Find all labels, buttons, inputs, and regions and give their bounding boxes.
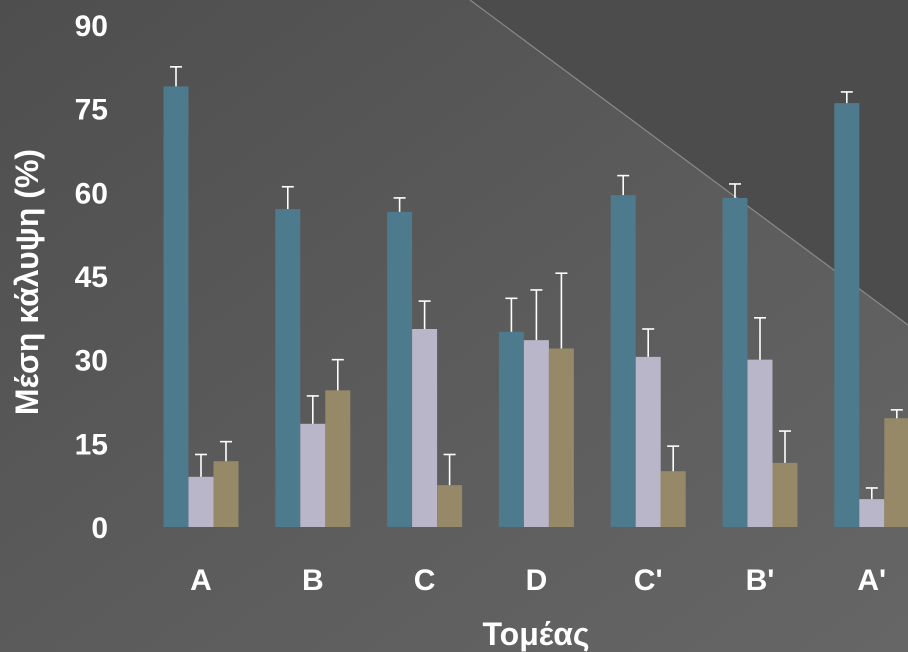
bar [213,461,239,527]
y-tick-label: 15 [75,428,108,461]
bar [412,328,438,527]
bar [300,423,326,527]
bar [188,476,214,527]
y-tick-label: 75 [75,94,108,127]
bar [635,356,661,527]
x-tick-label: D [526,564,548,597]
bar-group [275,185,351,528]
bar-group [498,272,574,527]
bar [660,471,686,527]
y-tick-label: 45 [75,261,108,294]
x-tick-label: B [302,564,324,597]
y-tick-label: 60 [75,177,108,210]
bar [437,485,463,527]
bar-group [834,91,908,527]
x-tick-label: A' [857,564,886,597]
bar-group [387,197,463,527]
x-axis-title: Τομέας [482,616,589,652]
bar [523,340,549,527]
bar [387,211,413,527]
y-tick-label: 90 [75,10,108,43]
x-tick-label: B' [746,564,775,597]
bar-group [163,66,239,527]
y-axis-title: Μέση κάλυψη (%) [9,149,45,415]
x-tick-label: C [414,564,436,597]
bar [722,197,748,527]
bar-group [610,174,686,527]
bar [325,390,351,527]
bar [610,195,636,527]
bar [834,103,860,527]
bar [747,359,773,527]
bar [498,331,524,527]
bar [859,499,885,527]
bar [548,348,574,527]
bar [772,462,798,527]
y-tick-label: 0 [91,512,108,545]
bar [275,209,301,528]
plot-area: 0 15 30 45 60 75 90 A B C D C' B' A' [75,10,908,597]
x-tick-label: C' [634,564,663,597]
x-tick-label: A [190,564,212,597]
bar [163,86,189,527]
y-tick-label: 30 [75,345,108,378]
bar [884,418,908,527]
bar-group [722,183,798,527]
